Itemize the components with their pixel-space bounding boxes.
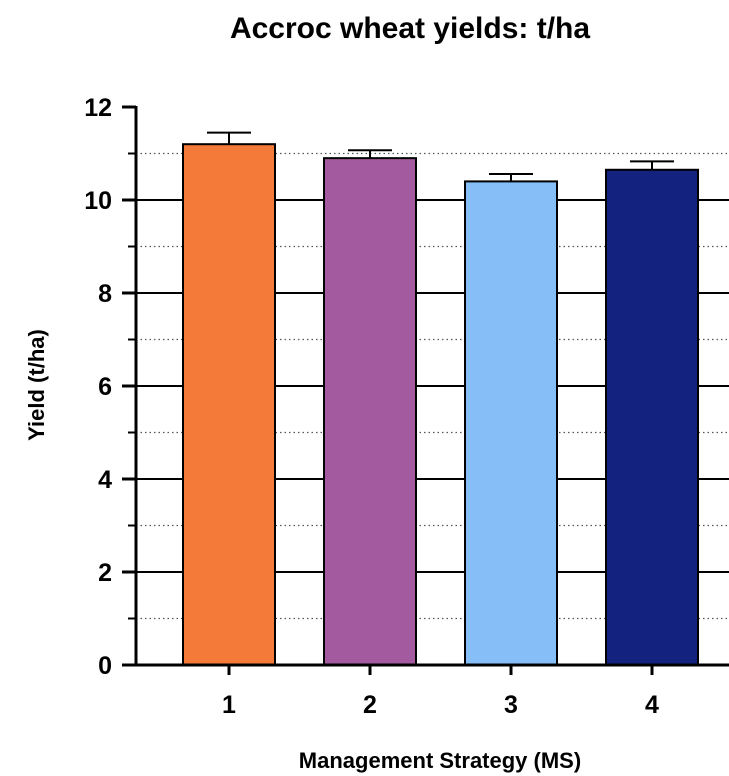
x-tick-label: 3 <box>504 691 518 719</box>
x-tick-label: 2 <box>363 691 377 719</box>
bar-1 <box>182 143 276 666</box>
bars <box>182 143 699 666</box>
error-bars <box>207 131 674 182</box>
y-tick-label: 4 <box>98 466 112 494</box>
x-axis-label: Management Strategy (MS) <box>299 748 581 773</box>
bar-3 <box>464 180 558 666</box>
y-tick-label: 6 <box>98 373 112 401</box>
bar-4 <box>605 168 699 666</box>
y-tick-label: 2 <box>98 559 112 587</box>
chart-title: Accroc wheat yields: t/ha <box>230 12 590 45</box>
x-tick-label: 4 <box>645 691 659 719</box>
x-tick-label: 1 <box>222 691 236 719</box>
axes <box>122 105 729 675</box>
y-tick-label: 0 <box>98 652 112 680</box>
y-tick-label: 10 <box>84 187 112 215</box>
y-tick-labels: 0 2 4 6 8 10 12 <box>84 94 112 680</box>
y-axis-label: Yield (t/ha) <box>24 329 49 441</box>
y-tick-label: 8 <box>98 280 112 308</box>
x-tick-labels: 1 2 3 4 <box>222 691 659 719</box>
y-tick-label: 12 <box>84 94 112 122</box>
bar-2 <box>323 157 417 666</box>
